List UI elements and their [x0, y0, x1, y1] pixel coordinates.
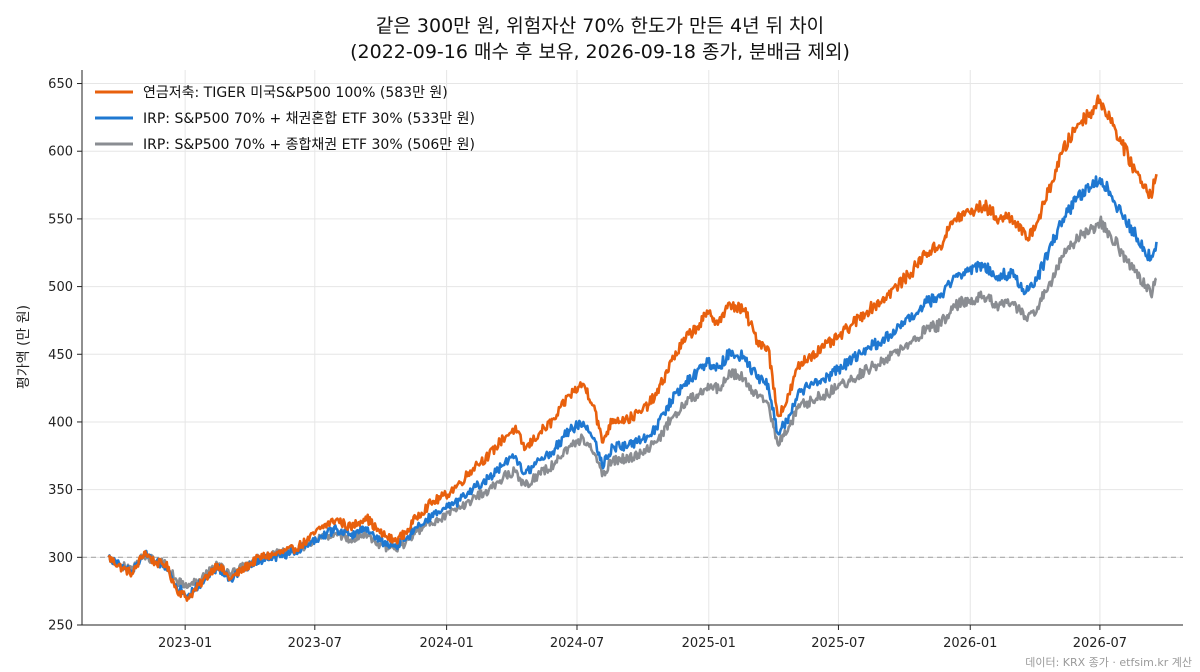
x-tick-label: 2026-01 — [943, 636, 997, 651]
legend: 연금저축: TIGER 미국S&P500 100% (583만 원) IRP: S… — [95, 85, 475, 153]
chart-title: 같은 300만 원, 위험자산 70% 한도가 만든 4년 뒤 차이 — [376, 15, 824, 37]
series-layer — [107, 94, 1158, 602]
y-tick-label: 350 — [48, 483, 73, 498]
x-tick-label: 2025-07 — [811, 636, 865, 651]
x-tick-label: 2023-07 — [288, 636, 342, 651]
series-line-0 — [107, 94, 1158, 602]
series-line-1 — [107, 175, 1158, 599]
y-axis-ticks: 250 300 350 400 450 500 550 600 650 — [48, 77, 82, 634]
y-tick-label: 600 — [48, 145, 73, 160]
legend-label-1: IRP: S&P500 70% + 채권혼합 ETF 30% (533만 원) — [143, 111, 475, 127]
x-tick-label: 2023-01 — [158, 636, 212, 651]
legend-label-2: IRP: S&P500 70% + 종합채권 ETF 30% (506만 원) — [143, 137, 475, 153]
y-tick-label: 650 — [48, 77, 73, 92]
y-tick-label: 550 — [48, 212, 73, 227]
chart-subtitle: (2022-09-16 매수 후 보유, 2026-09-18 종가, 분배금 … — [350, 41, 850, 63]
y-tick-label: 300 — [48, 551, 73, 566]
y-axis-label: 평가액 (만 원) — [16, 305, 32, 389]
legend-label-0: 연금저축: TIGER 미국S&P500 100% (583만 원) — [143, 85, 448, 101]
x-tick-label: 2024-07 — [550, 636, 604, 651]
y-tick-label: 500 — [48, 280, 73, 295]
y-tick-label: 250 — [48, 619, 73, 634]
x-tick-label: 2024-01 — [419, 636, 473, 651]
gridlines — [82, 70, 1183, 626]
y-tick-label: 400 — [48, 415, 73, 430]
source-note: 데이터: KRX 종가 · etfsim.kr 계산 — [1025, 656, 1192, 669]
x-axis-ticks: 2023-01 2023-07 2024-01 2024-07 2025-01 2025-… — [158, 625, 1127, 651]
x-tick-label: 2026-07 — [1073, 636, 1127, 651]
y-tick-label: 450 — [48, 348, 73, 363]
series-line-2 — [107, 215, 1158, 590]
x-tick-label: 2025-01 — [682, 636, 736, 651]
